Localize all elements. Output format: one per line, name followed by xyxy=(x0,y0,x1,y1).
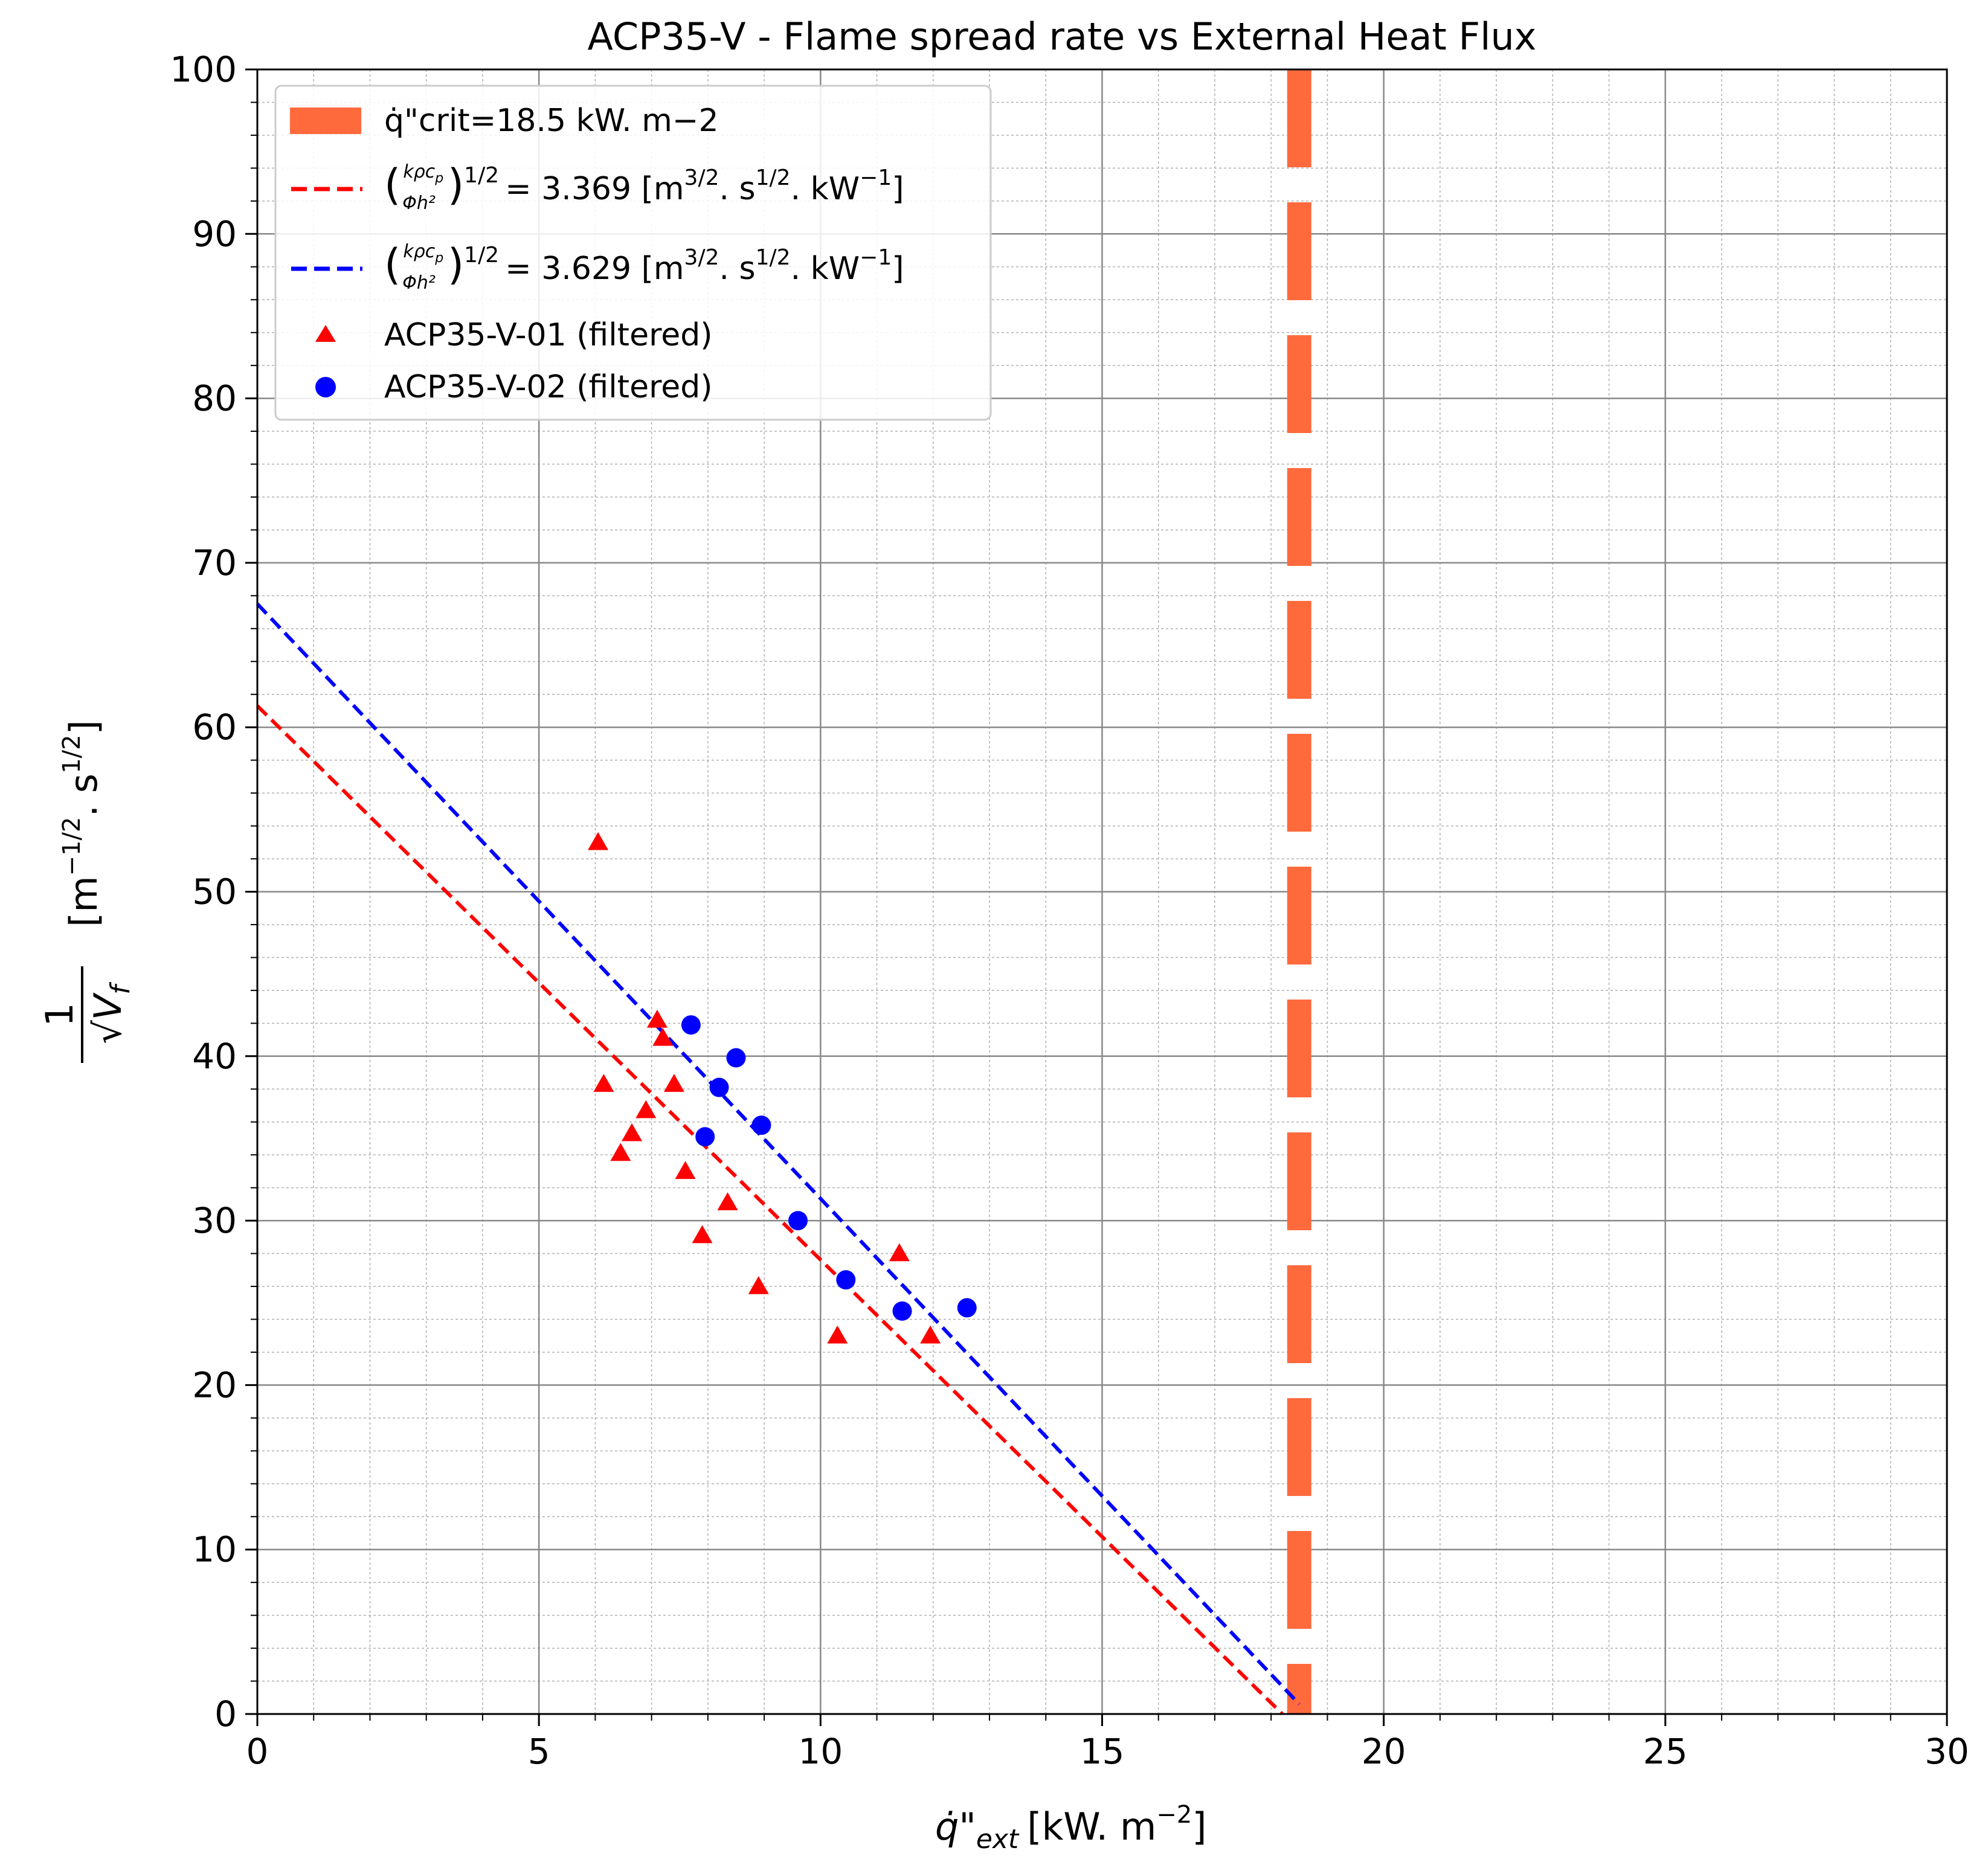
legend-marker-series-2 xyxy=(315,377,336,397)
legend-label-fit-1: (kρcp Φh²)1/2 = 3.369 [m3/2. s1/2. kW−1] xyxy=(384,160,904,214)
data-point-series-2 xyxy=(836,1270,856,1290)
data-point-series-1 xyxy=(610,1143,631,1161)
y-tick-label: 40 xyxy=(192,1036,237,1077)
axis-ticks xyxy=(245,68,1948,1726)
data-point-series-2 xyxy=(957,1298,977,1318)
data-point-series-1 xyxy=(675,1161,696,1180)
legend-label-series-1: ACP35-V-01 (filtered) xyxy=(384,317,713,353)
y-label-denominator: √Vf xyxy=(86,981,136,1044)
data-point-series-1 xyxy=(622,1123,643,1141)
fit-lines xyxy=(256,602,1301,1716)
x-tick-label: 0 xyxy=(246,1731,269,1772)
data-point-series-1 xyxy=(692,1225,713,1244)
x-tick-label: 5 xyxy=(528,1731,550,1772)
data-point-series-1 xyxy=(663,1074,684,1092)
y-tick-label: 0 xyxy=(214,1693,237,1735)
data-markers xyxy=(588,832,977,1344)
y-tick-label: 20 xyxy=(192,1364,237,1405)
legend-label-series-2: ACP35-V-02 (filtered) xyxy=(384,369,713,405)
chart-title: ACP35-V - Flame spread rate vs External … xyxy=(588,14,1537,59)
data-point-series-2 xyxy=(892,1301,912,1321)
fit-line-1 xyxy=(256,704,1284,1716)
data-point-series-1 xyxy=(889,1243,910,1262)
fit-line-2 xyxy=(256,602,1301,1706)
legend-box xyxy=(274,85,992,421)
y-tick-label: 30 xyxy=(192,1200,237,1241)
data-point-series-2 xyxy=(726,1048,746,1068)
y-label-numerator: 1 xyxy=(37,1003,82,1026)
x-label-base: q̇" xyxy=(935,1805,976,1849)
data-point-series-1 xyxy=(646,1009,667,1028)
data-point-series-2 xyxy=(751,1115,771,1135)
data-point-series-2 xyxy=(788,1211,808,1231)
y-tick-label: 60 xyxy=(192,707,237,748)
x-tick-label: 15 xyxy=(1080,1731,1125,1772)
x-tick-label: 25 xyxy=(1643,1731,1688,1772)
x-tick-labels: 0 5 10 15 20 25 30 xyxy=(246,1731,1969,1772)
x-tick-label: 30 xyxy=(1925,1731,1969,1772)
data-point-series-1 xyxy=(717,1192,738,1210)
y-tick-label: 80 xyxy=(192,378,237,419)
data-point-series-1 xyxy=(827,1325,848,1344)
legend: q̇"crit=18.5 kW. m−2 (kρcp Φh²)1/2 = 3.369… xyxy=(274,85,992,421)
data-point-series-2 xyxy=(681,1015,701,1035)
legend-label-fit-2: (kρcp Φh²)1/2 = 3.629 [m3/2. s1/2. kW−1] xyxy=(384,240,904,294)
y-tick-label: 90 xyxy=(192,213,237,254)
y-axis-label: 1 √Vf [m−1/2. s1/2] xyxy=(37,720,136,1063)
y-tick-label: 70 xyxy=(192,542,237,583)
data-point-series-2 xyxy=(709,1077,729,1097)
x-label-unit: [kW. m xyxy=(1027,1805,1156,1849)
x-label-unit-end: ] xyxy=(1192,1805,1206,1849)
y-tick-label: 50 xyxy=(192,871,237,913)
legend-marker-series-1 xyxy=(315,325,336,342)
x-tick-label: 20 xyxy=(1362,1731,1406,1772)
y-tick-label: 100 xyxy=(170,49,237,90)
data-point-series-1 xyxy=(748,1276,769,1294)
data-point-series-1 xyxy=(652,1027,674,1046)
x-label-unit-exp: −2 xyxy=(1156,1801,1192,1829)
x-axis-label: q̇"ext [kW. m−2] xyxy=(935,1801,1207,1855)
y-label-units: [m−1/2. s1/2] xyxy=(58,720,106,927)
data-point-series-1 xyxy=(920,1325,941,1344)
data-point-series-1 xyxy=(593,1074,614,1092)
data-point-series-1 xyxy=(635,1100,657,1119)
data-point-series-2 xyxy=(695,1127,715,1147)
x-tick-label: 10 xyxy=(798,1731,843,1772)
y-tick-labels: 0 10 20 30 40 50 60 70 80 90 100 xyxy=(170,49,237,1735)
y-tick-label: 10 xyxy=(192,1529,237,1570)
legend-swatch-critical xyxy=(290,108,361,134)
legend-label-critical: q̇"crit=18.5 kW. m−2 xyxy=(384,103,719,139)
x-label-sub: ext xyxy=(976,1824,1020,1855)
data-point-series-1 xyxy=(588,832,609,850)
